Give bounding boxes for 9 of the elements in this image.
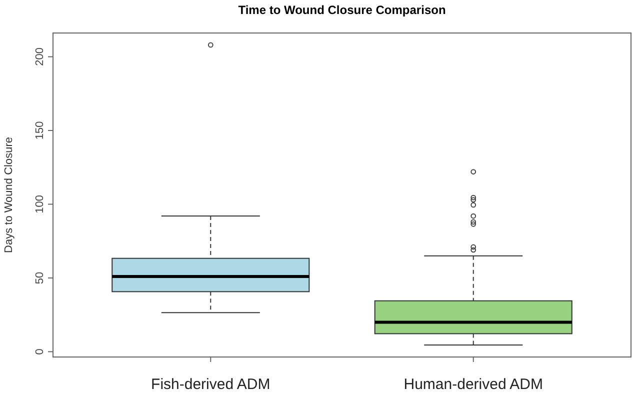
y-tick-label: 200 [34, 48, 46, 66]
y-tick-label: 100 [34, 195, 46, 214]
y-tick-label: 50 [34, 272, 46, 284]
chart-title: Time to Wound Closure Comparison [238, 3, 446, 17]
x-tick-label: Human-derived ADM [404, 376, 543, 393]
x-tick-label: Fish-derived ADM [151, 376, 270, 393]
y-axis-title: Days to Wound Closure [3, 137, 15, 253]
y-tick-label: 0 [34, 348, 46, 355]
y-tick-label: 150 [34, 121, 46, 140]
